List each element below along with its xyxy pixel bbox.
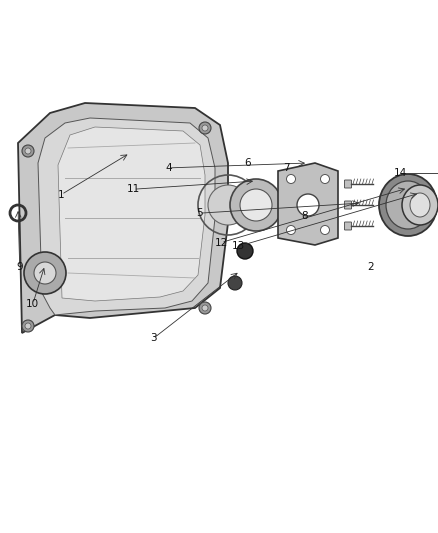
Text: 6: 6: [244, 158, 251, 167]
FancyBboxPatch shape: [345, 222, 352, 230]
Text: 1: 1: [58, 190, 65, 199]
Text: 4: 4: [165, 163, 172, 173]
Text: 14: 14: [394, 168, 407, 178]
Ellipse shape: [386, 181, 430, 229]
Text: 8: 8: [301, 211, 308, 221]
Text: 12: 12: [215, 238, 228, 247]
Ellipse shape: [228, 276, 242, 290]
Polygon shape: [58, 127, 205, 301]
Text: 13: 13: [232, 241, 245, 251]
FancyBboxPatch shape: [345, 180, 352, 188]
Text: 3: 3: [150, 334, 157, 343]
Ellipse shape: [25, 148, 31, 154]
Ellipse shape: [34, 262, 56, 284]
FancyBboxPatch shape: [345, 201, 352, 209]
Ellipse shape: [199, 122, 211, 134]
Ellipse shape: [402, 185, 438, 225]
Ellipse shape: [297, 194, 319, 216]
Text: 10: 10: [26, 299, 39, 309]
Ellipse shape: [237, 243, 253, 259]
Ellipse shape: [22, 145, 34, 157]
Text: 2: 2: [367, 262, 374, 271]
Ellipse shape: [286, 225, 296, 235]
Ellipse shape: [25, 323, 31, 329]
Ellipse shape: [240, 189, 272, 221]
Polygon shape: [278, 163, 338, 245]
Ellipse shape: [22, 320, 34, 332]
Ellipse shape: [199, 302, 211, 314]
Polygon shape: [38, 118, 215, 315]
Ellipse shape: [202, 125, 208, 131]
Ellipse shape: [321, 225, 329, 235]
Ellipse shape: [410, 193, 430, 217]
Text: 7: 7: [283, 163, 290, 173]
Ellipse shape: [379, 174, 437, 236]
Text: 9: 9: [16, 262, 23, 271]
Text: 5: 5: [196, 208, 203, 218]
Ellipse shape: [208, 185, 248, 225]
Ellipse shape: [230, 179, 282, 231]
Ellipse shape: [24, 252, 66, 294]
Ellipse shape: [321, 174, 329, 183]
Text: 11: 11: [127, 184, 140, 194]
Ellipse shape: [202, 305, 208, 311]
Polygon shape: [18, 103, 228, 333]
Ellipse shape: [286, 174, 296, 183]
